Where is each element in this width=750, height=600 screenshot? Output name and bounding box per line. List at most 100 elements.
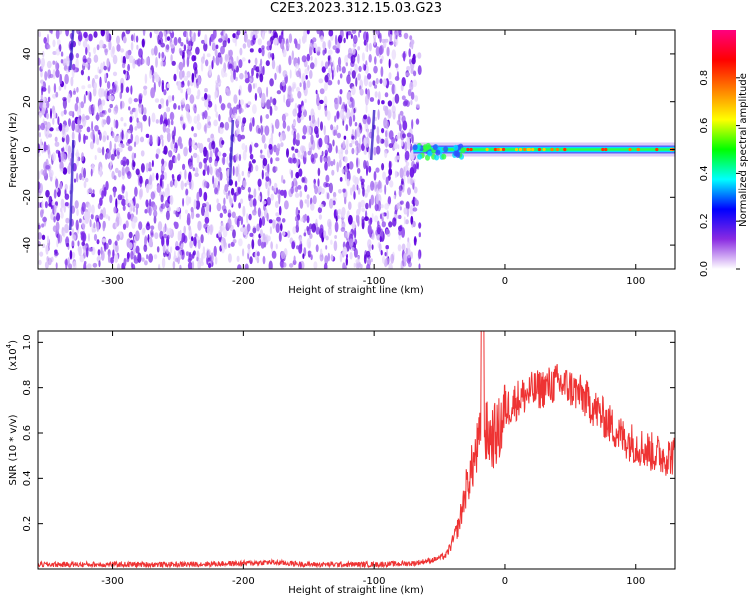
heatmap-noise-speck <box>54 204 57 210</box>
heatmap-noise-speck <box>228 63 233 69</box>
heatmap-noise-speck <box>57 232 60 244</box>
heatmap-noise-speck <box>196 95 200 100</box>
snr-y-tick-label: 1.0 <box>22 334 33 350</box>
heatmap-noise-speck <box>161 138 164 147</box>
heatmap-noise-speck <box>162 244 166 254</box>
heatmap-noise-speck <box>294 186 299 193</box>
snr-y-tick-label: 0.4 <box>22 470 33 486</box>
heatmap-noise-speck <box>64 223 69 234</box>
heatmap-noise-speck <box>361 52 365 62</box>
heatmap-noise-speck <box>375 46 380 57</box>
heatmap-noise-speck <box>320 248 323 256</box>
heatmap-noise-speck <box>103 186 107 197</box>
heatmap-noise-speck <box>122 185 126 191</box>
heatmap-noise-speck <box>330 160 334 167</box>
heatmap-noise-speck <box>389 34 393 43</box>
heatmap-noise-speck <box>203 157 208 164</box>
heatmap-noise-speck <box>39 112 43 118</box>
heatmap-y-axis-label: Frequency (Hz) <box>8 112 19 188</box>
heatmap-noise-speck <box>191 31 195 43</box>
heatmap-noise-speck <box>133 141 137 148</box>
heatmap-noise-speck <box>68 118 71 127</box>
heatmap-noise-speck <box>106 148 111 160</box>
heatmap-noise-speck <box>233 136 236 144</box>
heatmap-noise-speck <box>325 174 330 183</box>
heatmap-noise-speck <box>278 232 282 242</box>
heatmap-noise-speck <box>220 222 225 231</box>
heatmap-noise-speck <box>303 150 307 158</box>
heatmap-noise-speck <box>54 249 58 254</box>
heatmap-noise-speck <box>191 72 195 83</box>
heatmap-noise-speck <box>274 200 279 209</box>
heatmap-x-tick-label: -100 <box>363 276 386 287</box>
heatmap-noise-speck <box>212 175 215 185</box>
heatmap-noise-speck <box>234 38 238 47</box>
heatmap-noise-speck <box>188 162 194 170</box>
heatmap-noise-speck <box>169 194 174 206</box>
heatmap-noise-speck <box>377 99 381 106</box>
heatmap-noise-speck <box>194 172 199 177</box>
heatmap-noise-speck <box>168 227 172 236</box>
heatmap-noise-speck <box>247 243 251 250</box>
heatmap-noise-speck <box>146 254 149 260</box>
heatmap-noise-speck <box>409 167 415 178</box>
heatmap-noise-speck <box>55 91 59 98</box>
signal-blob <box>453 144 459 151</box>
heatmap-noise-speck <box>328 30 334 37</box>
heatmap-noise-speck <box>365 88 368 95</box>
signal-peak <box>523 147 527 152</box>
heatmap-noise-speck <box>75 53 80 59</box>
heatmap-noise-speck <box>341 66 346 74</box>
heatmap-noise-speck <box>344 165 348 176</box>
heatmap-noise-speck <box>174 179 178 188</box>
heatmap-noise-speck <box>415 103 420 108</box>
heatmap-noise-speck <box>336 161 340 173</box>
heatmap-noise-speck <box>292 137 296 146</box>
heatmap-noise-speck <box>330 62 334 67</box>
heatmap-noise-speck <box>319 154 323 163</box>
heatmap-noise-speck <box>67 93 71 103</box>
heatmap-noise-speck <box>115 221 118 228</box>
heatmap-noise-speck <box>349 96 353 103</box>
heatmap-noise-speck <box>46 33 50 45</box>
heatmap-noise-speck <box>320 121 323 131</box>
heatmap-noise-speck <box>112 71 118 77</box>
heatmap-noise-speck <box>150 87 156 99</box>
heatmap-noise-speck <box>187 80 190 87</box>
heatmap-noise-speck <box>239 47 243 56</box>
heatmap-noise-speck <box>389 180 394 188</box>
heatmap-noise-speck <box>236 30 241 36</box>
heatmap-noise-speck <box>173 73 177 82</box>
heatmap-noise-speck <box>41 63 44 70</box>
heatmap-noise-speck <box>323 181 328 188</box>
heatmap-noise-speck <box>356 184 359 191</box>
heatmap-noise-speck <box>403 252 407 263</box>
heatmap-noise-speck <box>233 60 237 69</box>
heatmap-noise-speck <box>122 36 127 44</box>
signal-blob <box>427 150 433 157</box>
heatmap-noise-speck <box>306 80 311 89</box>
heatmap-streak <box>228 119 235 186</box>
heatmap-noise-speck <box>412 207 418 212</box>
heatmap-noise-speck <box>237 172 241 183</box>
heatmap-noise-speck <box>50 214 54 220</box>
heatmap-noise-speck <box>41 243 46 248</box>
heatmap-noise-speck <box>238 89 241 96</box>
heatmap-noise-speck <box>116 44 121 52</box>
heatmap-noise-speck <box>264 143 267 150</box>
heatmap-noise-speck <box>160 42 165 48</box>
heatmap-noise-speck <box>291 180 294 189</box>
heatmap-noise-speck <box>211 39 216 51</box>
heatmap-noise-speck <box>322 41 326 50</box>
heatmap-noise-speck <box>165 99 169 107</box>
heatmap-noise-speck <box>130 250 134 260</box>
heatmap-noise-speck <box>385 245 390 250</box>
heatmap-noise-speck <box>325 245 328 250</box>
heatmap-noise-speck <box>234 153 238 161</box>
heatmap-noise-speck <box>318 137 323 148</box>
heatmap-noise-speck <box>209 163 212 174</box>
heatmap-noise-speck <box>241 143 246 151</box>
heatmap-noise-speck <box>96 112 99 122</box>
heatmap-noise-speck <box>153 45 158 56</box>
heatmap-noise-speck <box>256 256 260 264</box>
